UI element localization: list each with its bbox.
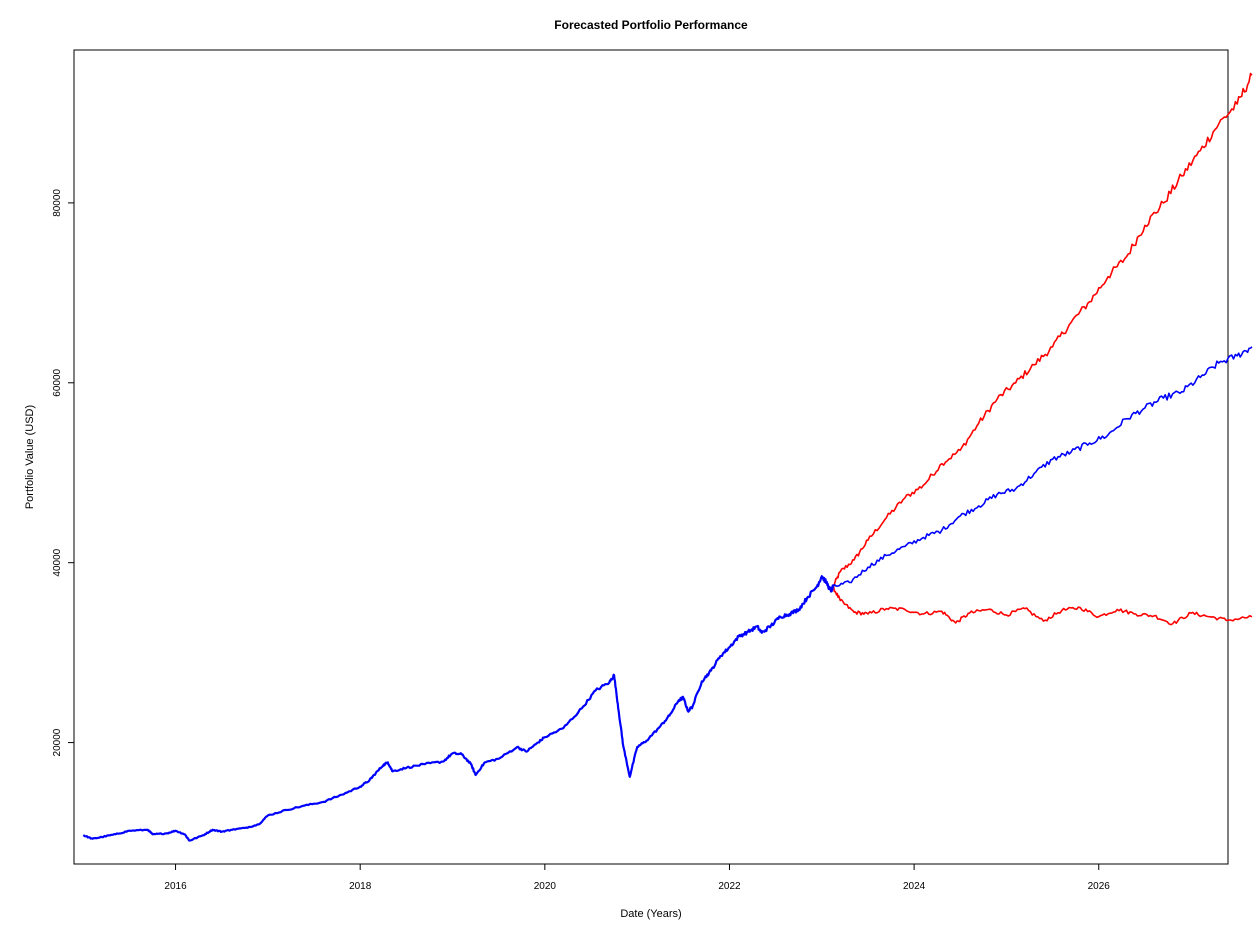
plot-frame [73, 49, 1229, 865]
x-tick-label: 2020 [534, 881, 557, 892]
series-layer [82, 72, 1253, 842]
series-line-forecast-lower [832, 585, 1253, 626]
x-tick-label: 2018 [349, 881, 372, 892]
series-line-forecast-upper [832, 72, 1253, 588]
y-tick-label: 40000 [52, 548, 63, 576]
series-line-historical [82, 575, 834, 842]
y-tick-label: 20000 [52, 728, 63, 756]
x-axis: 2016 2018 2020 2022 2024 2026 [164, 864, 1110, 892]
chart-title: Forecasted Portfolio Performance [554, 18, 748, 32]
y-axis: 20000 40000 60000 80000 [52, 189, 74, 756]
x-tick-label: 2026 [1088, 881, 1111, 892]
x-axis-label: Date (Years) [620, 908, 681, 920]
x-tick-label: 2022 [718, 881, 741, 892]
series-line-forecast-median [832, 346, 1253, 588]
y-tick-label: 80000 [52, 189, 63, 217]
x-tick-label: 2024 [903, 881, 926, 892]
x-tick-label: 2016 [164, 881, 187, 892]
y-tick-label: 60000 [52, 368, 63, 396]
y-axis-label: Portfolio Value (USD) [24, 405, 36, 509]
